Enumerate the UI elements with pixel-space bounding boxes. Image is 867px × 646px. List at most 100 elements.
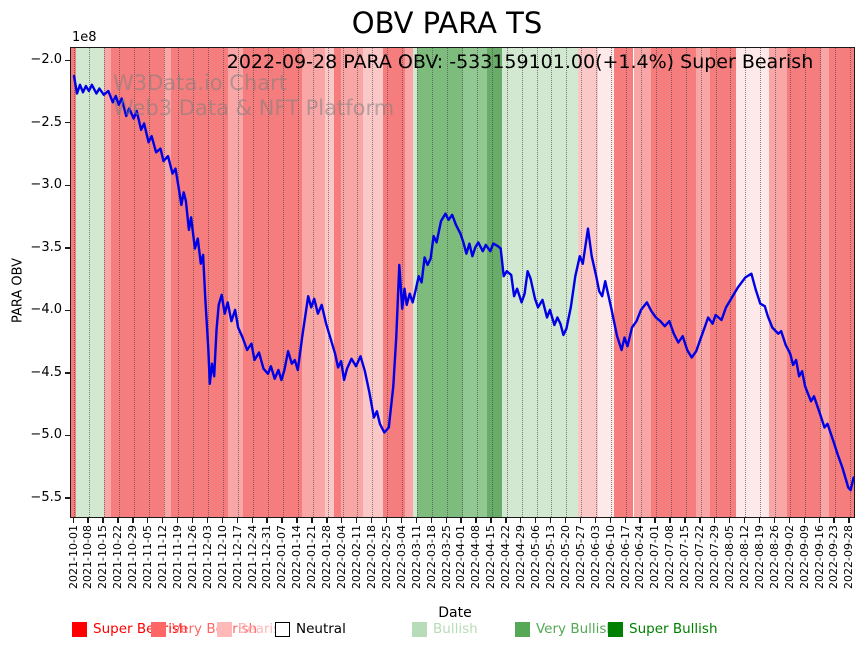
gridline (282, 48, 284, 517)
x-tick-mark (117, 518, 119, 523)
gridline (715, 48, 717, 517)
gridline (208, 48, 210, 517)
x-tick-label: 2022-03-11 (409, 525, 423, 589)
x-tick-mark (848, 518, 850, 523)
sentiment-band-bullish (76, 48, 104, 517)
gridline (402, 48, 404, 517)
legend-label: Very Bearish (172, 621, 258, 637)
x-tick-label: 2021-12-17 (230, 525, 244, 589)
x-tick-mark (132, 518, 134, 523)
gridline (372, 48, 374, 517)
chart-subtitle: 2022-09-28 PARA OBV: -533159101.00(+1.4%… (226, 51, 814, 73)
gridline (655, 48, 657, 517)
x-tick-label: 2021-12-31 (260, 525, 274, 589)
gridline (581, 48, 583, 517)
sentiment-band-very_bullish_mid (463, 48, 488, 517)
x-tick-label: 2021-10-01 (66, 525, 80, 589)
gridline (491, 48, 493, 517)
gridline (223, 48, 225, 517)
x-tick-mark (296, 518, 298, 523)
legend-swatch (608, 621, 623, 637)
x-tick-mark (788, 518, 791, 523)
gridline (566, 48, 568, 517)
sentiment-band-bearish (821, 48, 829, 517)
gridline (760, 48, 762, 517)
legend-label: Neutral (296, 621, 346, 637)
sentiment-band-bullish (412, 48, 418, 517)
x-tick-mark (564, 518, 567, 523)
sentiment-band-bearish (696, 48, 710, 517)
x-tick-label: 2022-05-13 (543, 525, 557, 589)
x-tick-label: 2022-05-06 (529, 525, 543, 589)
x-tick-mark (147, 518, 149, 523)
x-tick-mark (370, 518, 373, 523)
y-axis-label: PARA OBV (10, 257, 26, 324)
x-tick-mark (684, 518, 686, 523)
gridline (790, 48, 792, 517)
x-tick-mark (87, 518, 89, 523)
watermark-line2: Web3 Data & NFT Platform (113, 96, 395, 120)
gridline (700, 48, 702, 517)
x-tick-label: 2022-03-25 (439, 525, 453, 589)
gridline (103, 48, 105, 517)
gridline (820, 48, 821, 517)
sentiment-band-bearish_light (578, 48, 598, 517)
x-tick-label: 2022-07-29 (708, 525, 722, 589)
x-tick-label: 2022-04-29 (514, 525, 528, 589)
legend-swatch (275, 621, 290, 637)
gridline (775, 48, 777, 517)
x-tick-mark (460, 518, 462, 523)
x-tick-label: 2022-02-25 (379, 525, 393, 589)
y-tick-mark (65, 184, 70, 186)
gridline (805, 48, 807, 517)
watermark: W3Data.io Chart Web3 Data & NFT Platform (113, 71, 394, 121)
y-tick-label: −4.0 (30, 302, 62, 318)
legend-label: Bullish (433, 621, 478, 637)
x-tick-label: 2022-08-19 (752, 525, 766, 589)
x-tick-label: 2022-01-21 (305, 525, 319, 589)
x-tick-mark (266, 518, 268, 523)
x-tick-label: 2022-07-22 (693, 525, 707, 589)
sentiment-band-bearish (769, 48, 788, 517)
x-tick-label: 2021-11-26 (185, 525, 199, 589)
y-tick-label: −2.5 (30, 114, 62, 130)
x-tick-mark (654, 518, 656, 523)
gridline (670, 48, 672, 517)
y-tick-label: −5.0 (30, 427, 62, 443)
y-tick-mark (65, 59, 70, 61)
x-tick-label: 2022-07-08 (663, 525, 677, 589)
x-tick-mark (415, 518, 418, 523)
x-tick-mark (773, 518, 776, 523)
sentiment-band-bearish (405, 48, 413, 517)
x-tick-mark (609, 518, 611, 523)
obv-line (72, 74, 854, 492)
legend-item-very-bearish: Very Bearish (151, 621, 257, 637)
x-tick-mark (475, 518, 477, 523)
gridline (133, 48, 135, 517)
x-tick-mark (72, 518, 74, 523)
gridline (118, 48, 120, 517)
legend: Super Bearish Very Bearish Bearish Neutral B… (0, 621, 867, 643)
sentiment-band-very_bullish (417, 48, 464, 517)
x-tick-label: 2021-11-12 (156, 525, 170, 589)
x-tick-mark (520, 518, 522, 523)
gridline (148, 48, 150, 517)
y-tick-mark (65, 309, 70, 312)
gridline (163, 48, 165, 517)
x-tick-mark (251, 518, 253, 523)
gridline (193, 48, 195, 517)
x-tick-label: 2022-04-22 (499, 525, 513, 589)
x-tick-label: 2022-08-05 (722, 525, 736, 589)
x-tick-label: 2022-06-24 (633, 525, 647, 589)
gridline (685, 48, 687, 517)
x-tick-mark (833, 518, 835, 523)
x-tick-mark (535, 518, 537, 523)
gridline (611, 48, 613, 517)
x-tick-mark (102, 518, 104, 523)
x-tick-mark (162, 518, 164, 523)
legend-swatch (412, 621, 427, 637)
x-tick-mark (341, 518, 343, 523)
gridline (461, 48, 463, 517)
gridline (432, 48, 434, 517)
x-tick-label: 2022-09-09 (797, 525, 811, 589)
